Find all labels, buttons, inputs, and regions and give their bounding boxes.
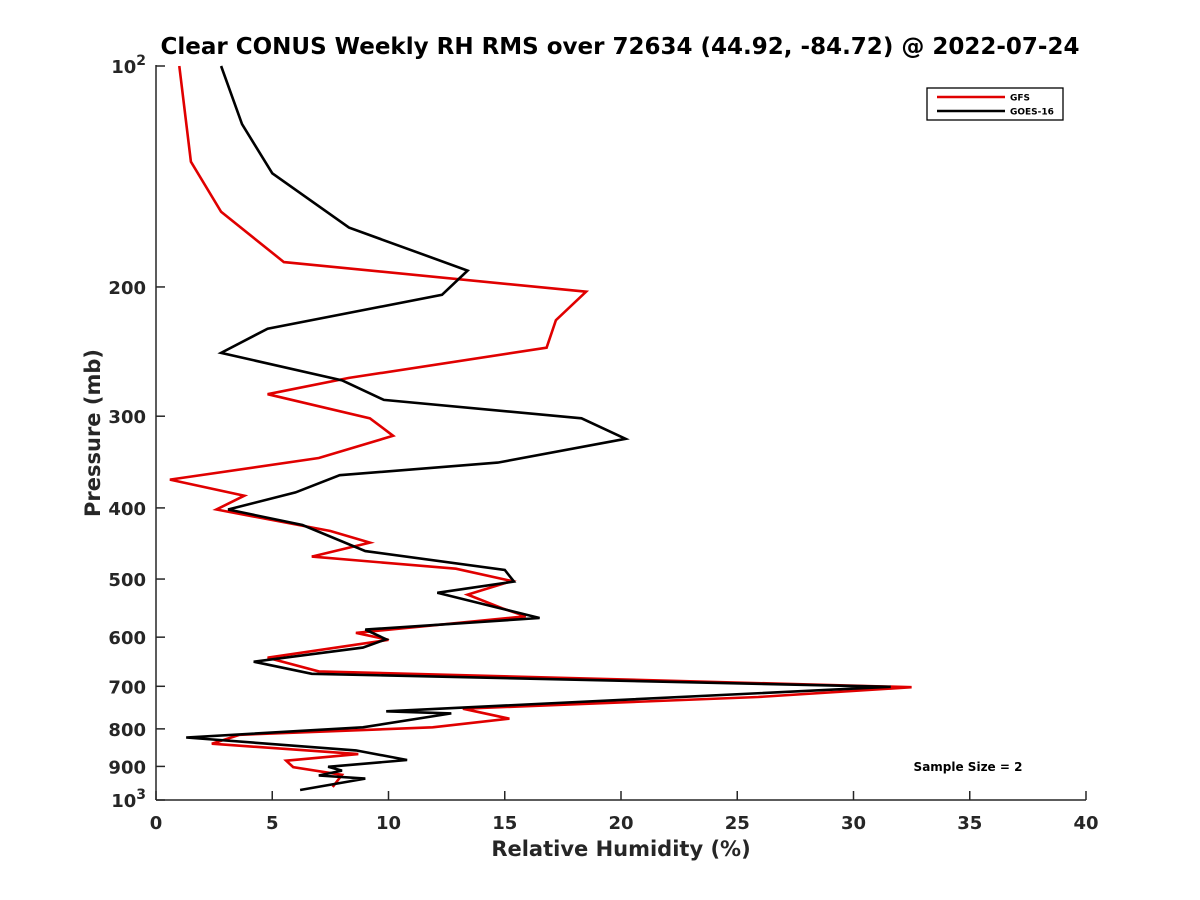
- y-axis-label: Pressure (mb): [81, 349, 105, 517]
- legend-label: GOES-16: [1010, 108, 1054, 118]
- series-layer: [169, 65, 912, 792]
- x-tick-label: 5: [266, 813, 279, 834]
- legend-label: GFS: [1010, 94, 1030, 104]
- x-tick-label: 30: [841, 813, 866, 834]
- x-tick-label: 15: [492, 813, 517, 834]
- x-tick-label: 35: [957, 813, 982, 834]
- plot-area: 0 5 10 15 20 25 30 35 40 102 200 300 400 500 600 700 800…: [108, 53, 1098, 834]
- legend: GFS GOES-16: [926, 87, 1064, 121]
- x-tick-label: 20: [608, 813, 633, 834]
- y-tick-label: 900: [108, 757, 146, 778]
- x-tick-label: 40: [1073, 813, 1098, 834]
- plot-background: [156, 66, 1086, 800]
- axes-layer: 0 5 10 15 20 25 30 35 40 102 200 300 400 500 600 700 800…: [108, 53, 1098, 834]
- y-tick-label: 600: [108, 628, 146, 649]
- y-tick-label: 800: [108, 720, 146, 741]
- legend-box: [926, 87, 1064, 121]
- y-tick-label: 102: [111, 53, 146, 78]
- x-tick-label: 10: [376, 813, 401, 834]
- y-tick-label: 200: [108, 278, 146, 299]
- y-tick-label: 700: [108, 677, 146, 698]
- y-tick-label: 300: [108, 407, 146, 428]
- y-tick-label: 500: [108, 570, 146, 591]
- x-tick-label: 0: [150, 813, 163, 834]
- x-axis-label: Relative Humidity (%): [491, 837, 750, 861]
- x-tick-label: 25: [725, 813, 750, 834]
- y-tick-label: 103: [111, 787, 146, 812]
- y-tick-label: 400: [108, 499, 146, 520]
- chart-title: Clear CONUS Weekly RH RMS over 72634 (44…: [161, 34, 1080, 60]
- sample-size-annotation: Sample Size = 2: [914, 760, 1023, 774]
- series-line-goes-16: [186, 65, 891, 792]
